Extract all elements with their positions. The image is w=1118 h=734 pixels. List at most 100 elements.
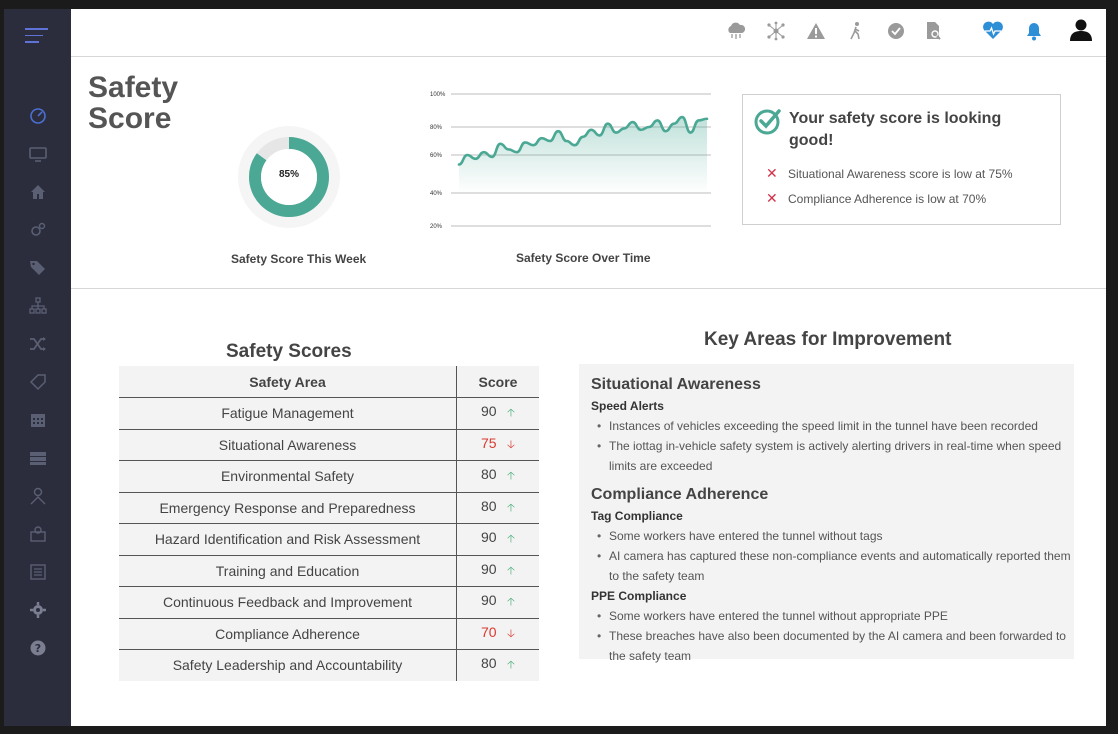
table-row: Situational Awareness 75 🡣: [119, 429, 539, 461]
sidebar-item-tag[interactable]: [4, 363, 71, 401]
table-row: Compliance Adherence 70 🡣: [119, 618, 539, 650]
scores-table-title: Safety Scores: [226, 341, 352, 362]
trend-up-arrow-icon: 🡡: [507, 407, 515, 420]
safety-scores-table: Safety Area Score Fatigue Management 90 🡡 S…: [119, 366, 539, 681]
svg-text:?: ?: [34, 642, 40, 655]
monitor-icon: [28, 147, 47, 162]
improvement-bullet: Some workers have entered the tunnel wit…: [597, 606, 1074, 626]
safety-area-cell: Safety Leadership and Accountability: [119, 649, 457, 681]
gears-icon: [30, 222, 45, 236]
score-value: 80: [481, 497, 497, 514]
cross-icon: ✕: [766, 165, 778, 181]
donut-caption: Safety Score This Week: [231, 252, 367, 266]
check-circle-icon[interactable]: [885, 20, 907, 42]
person-icon: [30, 487, 45, 505]
summary-item-text: Compliance Adherence is low at 70%: [788, 191, 987, 206]
sidebar-item-home[interactable]: [4, 173, 71, 211]
sidebar-item-shuffle[interactable]: [4, 325, 71, 363]
improvement-panel: Situational Awareness Speed Alerts Insta…: [579, 364, 1074, 663]
bell-icon[interactable]: [1023, 20, 1045, 42]
dashboard-gauge-icon: [29, 108, 46, 124]
y-tick-label: 40%: [430, 191, 443, 197]
score-cell: 70 🡣: [456, 618, 539, 650]
score-value: 70: [481, 623, 497, 640]
user-account-icon[interactable]: [1068, 17, 1094, 43]
trend-up-arrow-icon: 🡡: [507, 596, 515, 609]
tags-icon: [29, 261, 45, 275]
improvement-bullet: AI camera has captured these non-complia…: [597, 546, 1074, 586]
table-row: Environmental Safety 80 🡡: [119, 460, 539, 493]
sidebar-item-user-badge[interactable]: [4, 515, 71, 553]
column-header-score: Score: [456, 366, 539, 398]
score-value: 80: [481, 655, 497, 672]
improvement-bullet: The iottag in-vehicle safety system is a…: [597, 436, 1074, 476]
summary-heading: Your safety score is looking good!: [789, 110, 1002, 149]
safety-area-cell: Hazard Identification and Risk Assessmen…: [119, 523, 457, 556]
score-cell: 75 🡣: [456, 429, 539, 461]
sidebar-item-gears[interactable]: [4, 211, 71, 249]
sidebar-item-server[interactable]: [4, 439, 71, 477]
safety-area-cell: Environmental Safety: [119, 460, 457, 493]
donut-value-arc: [249, 137, 329, 217]
sidebar-item-person[interactable]: [4, 477, 71, 515]
document-search-icon[interactable]: [923, 20, 945, 42]
tag-outline-icon: [29, 374, 46, 391]
trend-up-arrow-icon: 🡡: [507, 659, 515, 672]
column-header-area: Safety Area: [119, 366, 457, 398]
top-bar: [71, 9, 1106, 57]
shuffle-icon: [29, 337, 46, 351]
score-value: 90: [481, 592, 497, 609]
table-header-row: Safety Area Score: [119, 366, 539, 398]
sidebar-item-calendar[interactable]: [4, 401, 71, 439]
series-area: [459, 117, 707, 193]
walking-person-icon[interactable]: [845, 20, 867, 42]
score-value: 90: [481, 560, 497, 577]
table-row: Safety Leadership and Accountability 80 🡡: [119, 649, 539, 681]
improvement-bullet: Some workers have entered the tunnel wit…: [597, 526, 1074, 546]
safety-area-cell: Training and Education: [119, 555, 457, 587]
trend-up-arrow-icon: 🡡: [507, 501, 515, 514]
sidebar-item-settings[interactable]: [4, 591, 71, 629]
score-cell: 90 🡡: [456, 586, 539, 619]
network-nodes-icon[interactable]: [765, 20, 787, 42]
main-content: Safety Score 85% Safety Score This Week …: [71, 57, 1106, 726]
warning-icon[interactable]: [805, 20, 827, 42]
cloud-network-icon[interactable]: [725, 20, 747, 42]
safety-area-cell: Continuous Feedback and Improvement: [119, 586, 457, 619]
sidebar-item-help[interactable]: ?: [4, 629, 71, 667]
improvement-section-heading: Situational Awareness: [591, 376, 761, 393]
safety-area-cell: Fatigue Management: [119, 397, 457, 430]
hamburger-menu-icon[interactable]: [25, 28, 48, 46]
improvement-title: Key Areas for Improvement: [704, 329, 952, 350]
table-row: Continuous Feedback and Improvement 90 🡡: [119, 586, 539, 619]
score-value: 90: [481, 403, 497, 420]
heart-pulse-icon[interactable]: [982, 20, 1004, 42]
y-tick-label: 80%: [430, 125, 443, 131]
sidebar-item-monitor[interactable]: [4, 135, 71, 173]
improvement-section-heading: Compliance Adherence: [591, 486, 769, 503]
safety-area-cell: Compliance Adherence: [119, 618, 457, 650]
donut-value-label: 85%: [278, 169, 299, 180]
sidebar-item-list[interactable]: [4, 553, 71, 591]
summary-item: ✕ Compliance Adherence is low at 70%: [766, 190, 986, 207]
trend-up-arrow-icon: 🡡: [507, 533, 515, 546]
y-tick-label: 100%: [430, 92, 446, 98]
trend-up-arrow-icon: 🡡: [507, 470, 515, 483]
page-title: Safety Score: [88, 71, 179, 135]
improvement-subheading: Tag Compliance: [591, 509, 683, 523]
sidebar-item-hierarchy[interactable]: [4, 287, 71, 325]
improvement-subheading: Speed Alerts: [591, 399, 664, 413]
settings-icon: [29, 602, 46, 618]
server-icon: [29, 452, 46, 465]
user-badge-icon: [29, 526, 46, 542]
score-cell: 90 🡡: [456, 555, 539, 587]
sidebar-item-dashboard[interactable]: [4, 97, 71, 135]
table-row: Fatigue Management 90 🡡: [119, 397, 539, 430]
trend-up-arrow-icon: 🡡: [507, 564, 515, 577]
home-icon: [30, 185, 45, 199]
safety-score-line-chart: 100% 80% 60% 40% 20%: [430, 92, 711, 230]
y-tick-label: 20%: [430, 224, 443, 230]
score-value: 90: [481, 529, 497, 546]
sidebar-item-tags[interactable]: [4, 249, 71, 287]
calendar-icon: [30, 414, 45, 427]
